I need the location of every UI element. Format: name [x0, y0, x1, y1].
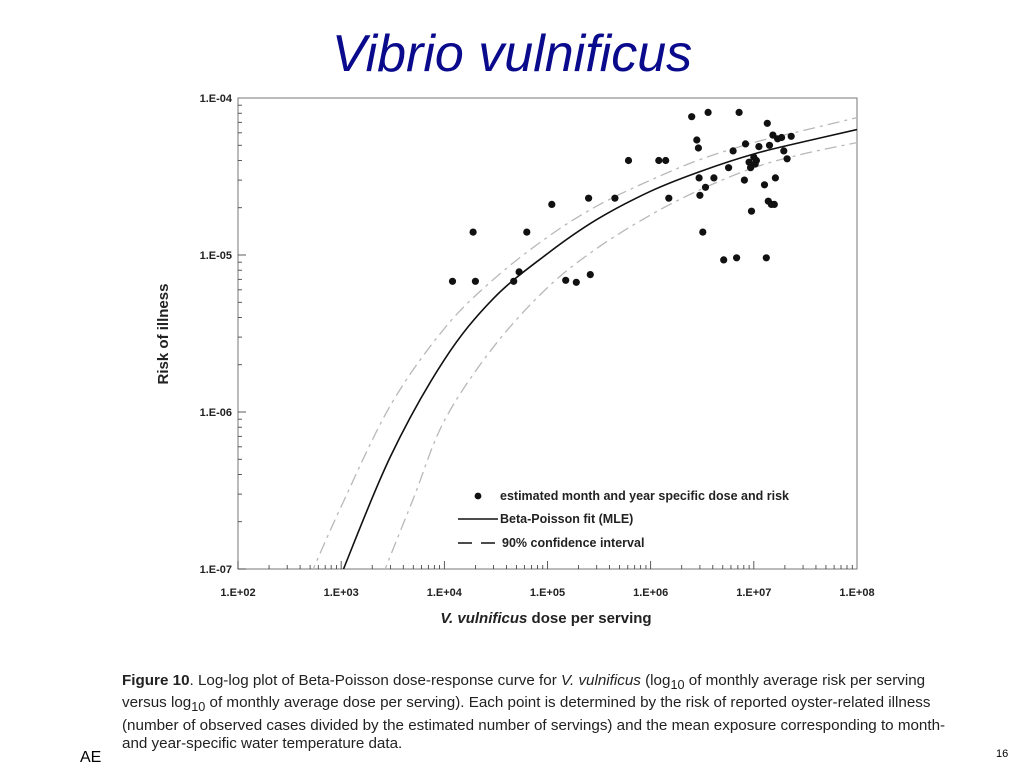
data-point: [695, 174, 703, 182]
page-number: 16: [996, 748, 1009, 760]
x-tick-label: 1.E+03: [324, 587, 359, 599]
y-tick-label: 1.E-04: [200, 93, 233, 105]
x-tick-label: 1.E+05: [530, 587, 565, 599]
data-point: [752, 156, 761, 165]
data-point: [572, 278, 580, 286]
data-point: [655, 156, 663, 165]
data-point: [740, 176, 749, 184]
x-minor-ticks: [237, 561, 853, 569]
caption-label: Figure 10: [122, 672, 190, 689]
data-point: [747, 207, 756, 215]
caption-sub-1: 10: [670, 678, 685, 693]
data-point: [741, 140, 750, 148]
data-point: [783, 155, 791, 163]
x-tick-label: 1.E+06: [633, 587, 668, 599]
data-point: [729, 147, 737, 155]
caption-text-4: of monthly average dose per serving). Ea…: [122, 694, 946, 753]
beta-poisson-fit-line: [342, 128, 857, 569]
x-tick-labels: 1.E+02 1.E+03 1.E+04 1.E+05 1.E+06 1.E+07 1.E+…: [220, 587, 874, 599]
data-point: [710, 174, 718, 182]
data-point: [448, 277, 457, 285]
y-minor-ticks: [238, 104, 246, 570]
caption-text-1: . Log-log plot of Beta-Poisson dose-resp…: [189, 672, 561, 689]
plot-frame: [237, 97, 858, 570]
figure-caption: Figure 10. Log-log plot of Beta-Poisson …: [122, 672, 962, 754]
y-tick-label: 1.E-07: [200, 564, 232, 576]
data-point: [515, 268, 523, 276]
x-tick-label: 1.E+04: [427, 587, 463, 599]
data-point: [586, 271, 594, 279]
data-point: [765, 141, 774, 149]
data-point: [699, 228, 707, 236]
x-tick-label: 1.E+07: [736, 587, 771, 599]
y-tick-labels: 1.E-07 1.E-06 1.E-05 1.E-04: [200, 93, 233, 576]
y-axis-label: Risk of illness: [155, 284, 172, 385]
slide-title: Vibrio vulnificus: [331, 25, 693, 83]
x-tick-label: 1.E+08: [839, 587, 874, 599]
ci-upper-line: [312, 116, 857, 569]
data-point: [762, 254, 770, 262]
data-point: [693, 136, 701, 144]
data-point: [755, 143, 763, 151]
legend: estimated month and year specific dose a…: [458, 489, 789, 550]
legend-label-fit: Beta-Poisson fit (MLE): [500, 512, 633, 526]
data-point: [562, 276, 570, 284]
y-tick-label: 1.E-05: [200, 250, 232, 262]
x-tick-label: 1.E+02: [220, 587, 255, 599]
data-point: [771, 174, 780, 182]
caption-text-3: of monthly average risk per serving vers…: [122, 672, 926, 712]
data-point: [694, 144, 703, 152]
data-point: [510, 277, 518, 285]
data-point: [624, 156, 633, 165]
x-axis-label-italic: V. vulnificus: [440, 610, 527, 627]
caption-species: V. vulnificus: [561, 672, 641, 689]
legend-label-ci: 90% confidence interval: [502, 536, 644, 550]
legend-label-points: estimated month and year specific dose a…: [500, 489, 789, 503]
data-point: [611, 194, 619, 202]
data-point: [696, 191, 704, 199]
data-point: [471, 277, 479, 285]
data-point: [720, 256, 728, 264]
data-point: [585, 194, 593, 202]
data-point: [523, 228, 531, 236]
x-axis-label-rest: dose per serving: [527, 610, 651, 627]
ci-lower-line: [384, 141, 857, 569]
data-point: [733, 254, 741, 262]
caption-text-2: (log: [640, 672, 671, 689]
data-point: [760, 181, 769, 189]
data-point: [548, 200, 556, 208]
data-points: [448, 108, 795, 286]
y-tick-label: 1.E-06: [200, 407, 232, 419]
data-point: [735, 108, 743, 116]
x-axis-label: V. vulnificus dose per serving: [440, 610, 651, 627]
data-point: [688, 113, 696, 121]
data-point: [763, 119, 771, 127]
data-point: [662, 156, 670, 165]
data-point: [704, 108, 712, 116]
data-point: [665, 194, 673, 202]
data-point: [701, 183, 710, 191]
legend-dot-marker: [474, 492, 482, 500]
data-point: [770, 200, 778, 208]
data-point: [725, 164, 733, 172]
caption-sub-2: 10: [191, 700, 206, 715]
data-point: [780, 147, 788, 155]
data-point: [787, 132, 795, 140]
data-point: [745, 158, 753, 166]
data-point: [778, 133, 786, 142]
footer-left-text: AE: [80, 749, 102, 766]
data-point: [469, 228, 477, 236]
